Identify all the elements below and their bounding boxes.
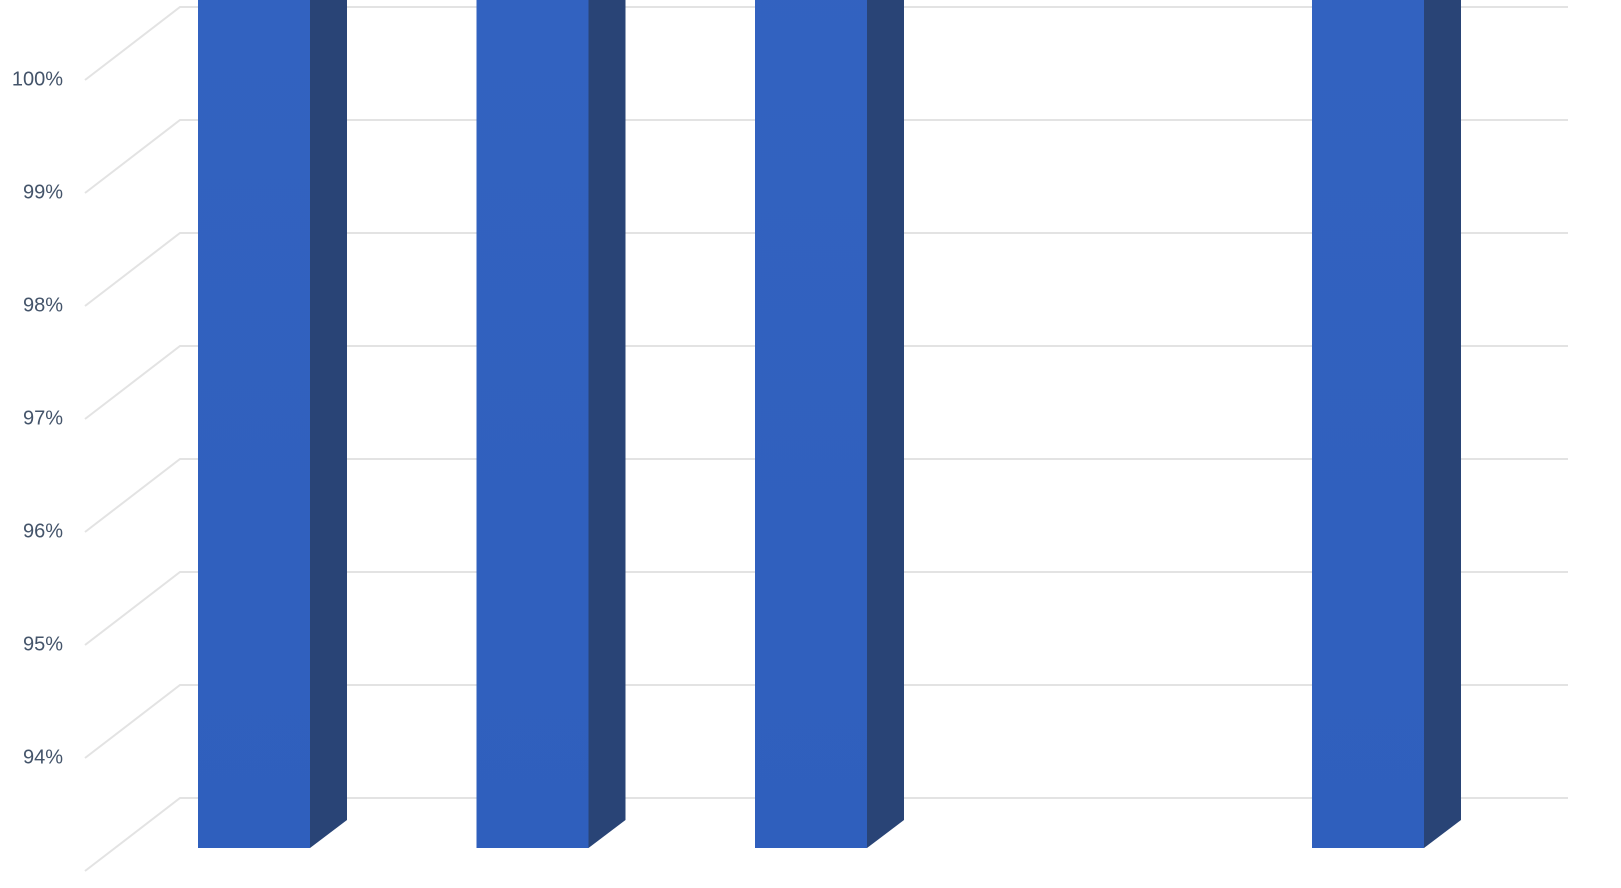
grid-line: [84, 458, 1568, 533]
y-tick-label: 99%: [23, 181, 63, 203]
y-tick-label: 98%: [23, 294, 63, 316]
grid: 94% 95% 96% 97% 98% 99% 100%: [12, 6, 1568, 872]
bar-side: [310, 0, 347, 848]
grid-line: [84, 684, 1568, 759]
grid-line: [84, 232, 1568, 307]
bar-segment: [476, 0, 589, 848]
grid-line: [84, 571, 1568, 646]
bar-segment: [1312, 0, 1424, 848]
grid-line: [84, 6, 1568, 81]
y-tick-label: 95%: [23, 633, 63, 655]
bar-side: [867, 0, 904, 848]
y-tick-label: 96%: [23, 520, 63, 542]
bars: [198, 0, 1461, 848]
y-tick-label: 94%: [23, 746, 63, 768]
grid-line: [84, 345, 1568, 420]
bar-side: [588, 0, 626, 848]
bar-segment: [198, 0, 310, 848]
grid-line: [84, 119, 1568, 194]
bar-side: [1424, 0, 1461, 848]
y-tick-label: 100%: [12, 68, 63, 90]
floor-line: [84, 797, 1568, 872]
bar-segment: [755, 0, 867, 848]
y-tick-label: 97%: [23, 407, 63, 429]
